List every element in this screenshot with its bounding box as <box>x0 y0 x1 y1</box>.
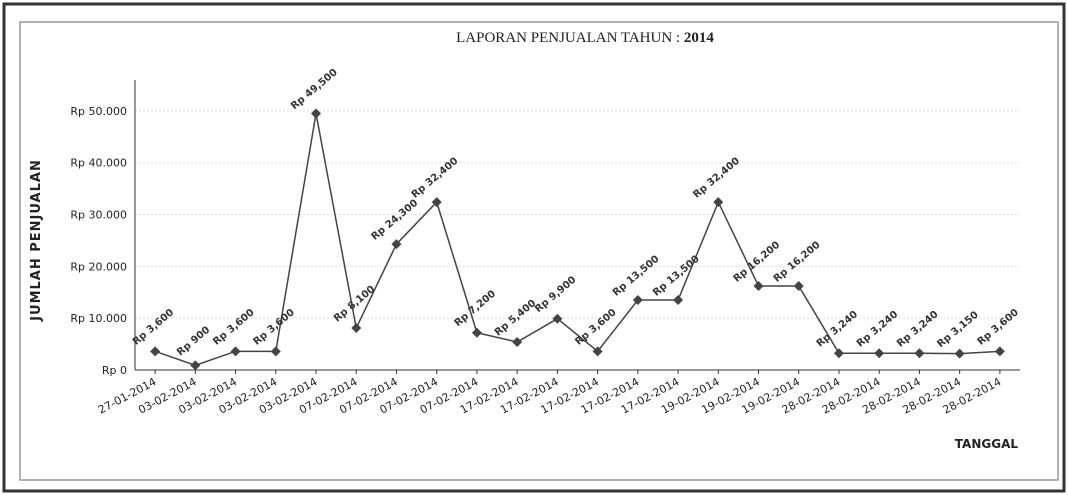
y-tick-label: Rp 50.000 <box>70 105 127 118</box>
data-point <box>270 346 281 357</box>
data-point <box>471 327 482 338</box>
y-tick-label: Rp 40.000 <box>70 157 127 170</box>
data-point <box>673 295 684 306</box>
data-point <box>512 337 523 348</box>
data-line <box>154 113 1000 367</box>
x-axis-label: TANGGAL <box>955 437 1019 451</box>
data-point <box>713 197 724 208</box>
data-point <box>150 346 161 357</box>
y-tick-label: Rp 30.000 <box>70 209 127 222</box>
data-point <box>753 281 764 292</box>
data-point <box>632 295 643 306</box>
data-point <box>190 360 201 371</box>
data-point <box>391 239 402 250</box>
title-text: LAPORAN PENJUALAN TAHUN : <box>456 30 680 46</box>
chart-frame <box>19 21 1059 481</box>
y-tick-label: Rp 20.000 <box>70 260 127 273</box>
data-point <box>954 348 965 359</box>
y-axis-label: JUMLAH PENJUALAN <box>29 159 44 322</box>
data-point <box>874 348 885 359</box>
data-point <box>351 323 362 334</box>
chart-title: LAPORAN PENJUALAN TAHUN : 2014 <box>456 30 714 46</box>
data-point <box>552 313 563 324</box>
data-point <box>914 348 925 359</box>
data-point <box>592 346 603 357</box>
y-tick-label: Rp 10.000 <box>70 312 127 325</box>
data-point <box>793 281 804 292</box>
data-point <box>311 108 322 119</box>
title-year: 2014 <box>684 30 715 46</box>
data-point <box>230 346 241 357</box>
data-point <box>431 197 442 208</box>
data-point <box>833 348 844 359</box>
data-point <box>994 346 1005 357</box>
y-tick-label: Rp 0 <box>102 364 127 377</box>
